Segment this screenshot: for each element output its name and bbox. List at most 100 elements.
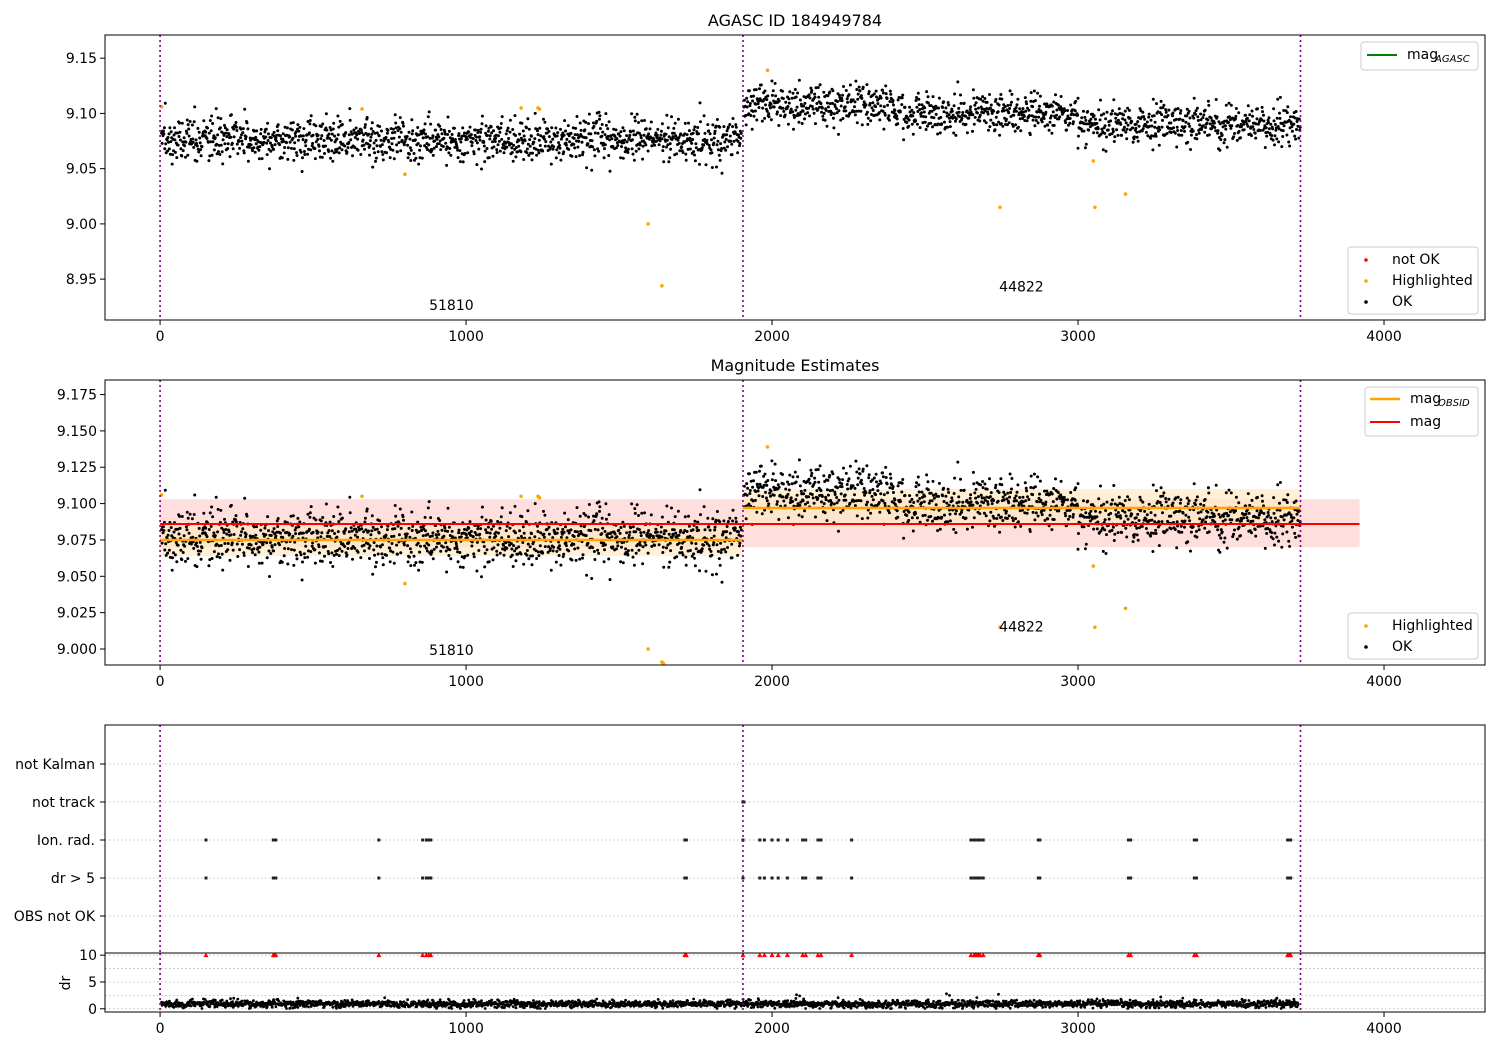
ok-point — [1123, 499, 1127, 502]
ok-point — [1201, 116, 1205, 120]
ok-point — [883, 504, 887, 508]
ok-point — [828, 489, 832, 493]
ok-point — [706, 516, 710, 520]
ok-point — [414, 561, 418, 565]
ok-point — [1153, 125, 1157, 129]
ok-point — [759, 464, 763, 468]
ok-point — [427, 500, 431, 504]
ok-point — [803, 509, 806, 513]
ok-point — [520, 121, 524, 125]
ok-point — [314, 140, 318, 144]
ok-point — [409, 550, 413, 554]
ok-point — [472, 555, 476, 559]
ok-point — [1295, 128, 1298, 131]
ok-point — [169, 130, 173, 134]
ok-point — [1270, 134, 1274, 137]
ok-point — [175, 560, 179, 564]
ok-point — [622, 524, 626, 528]
ok-point — [620, 145, 623, 149]
ok-point — [409, 159, 413, 162]
ok-point — [1229, 491, 1233, 495]
ok-point — [1160, 125, 1164, 129]
ok-point — [884, 476, 888, 479]
ok-point — [1224, 127, 1228, 131]
ok-point — [1169, 131, 1173, 134]
ok-point — [763, 116, 767, 120]
ok-point — [931, 519, 934, 523]
highlighted-point — [360, 107, 364, 111]
ok-point — [1281, 135, 1285, 138]
ok-point — [1130, 512, 1134, 516]
ok-point — [809, 86, 813, 90]
ok-point — [533, 535, 537, 539]
ok-point — [359, 128, 363, 132]
ok-point — [677, 541, 681, 545]
ok-point — [728, 123, 732, 126]
ok-point — [866, 116, 870, 120]
ok-point — [1246, 124, 1250, 128]
ok-point — [254, 542, 258, 546]
ok-point — [1122, 520, 1126, 524]
ok-point — [777, 99, 781, 103]
ok-point — [763, 472, 767, 476]
ok-point — [1116, 503, 1119, 507]
ok-point — [496, 520, 500, 523]
ok-point — [787, 482, 791, 486]
ok-point — [1102, 502, 1106, 506]
ok-point — [912, 111, 916, 115]
ok-point — [1036, 475, 1040, 479]
ok-point — [329, 156, 332, 160]
ok-point — [1110, 132, 1114, 136]
ok-point — [1157, 520, 1161, 524]
ok-point — [626, 147, 630, 151]
ok-point — [328, 520, 332, 524]
ok-point — [372, 548, 376, 552]
ok-point — [1237, 525, 1241, 529]
ok-point — [994, 98, 998, 101]
ok-point — [343, 545, 347, 548]
ok-point — [1066, 517, 1070, 521]
ok-point — [456, 156, 460, 160]
ok-point — [929, 491, 933, 495]
ok-point — [1122, 113, 1125, 117]
ok-point — [781, 482, 785, 486]
ok-point — [1227, 488, 1231, 492]
ok-point — [234, 514, 238, 518]
ok-point — [593, 558, 597, 561]
ok-point — [965, 131, 969, 135]
ok-point — [484, 124, 488, 128]
ok-point — [559, 137, 563, 141]
ok-point — [648, 536, 651, 540]
panel-1-legend-bottom: not OK Highlighted OK — [1347, 246, 1479, 315]
ok-point — [726, 145, 729, 149]
ok-point — [1234, 495, 1238, 499]
ok-point — [510, 146, 514, 150]
ok-point — [216, 133, 220, 137]
ok-point — [1068, 121, 1072, 125]
ok-point — [993, 486, 997, 490]
ok-point — [562, 530, 566, 534]
ok-point — [798, 484, 802, 488]
ok-point — [803, 101, 807, 105]
ok-point — [390, 142, 394, 146]
ok-point — [581, 553, 585, 557]
ok-point — [1218, 550, 1222, 554]
ok-point — [1110, 112, 1113, 116]
ok-point — [402, 518, 405, 522]
ok-point — [267, 132, 270, 136]
ok-point — [263, 526, 267, 530]
ok-point — [559, 563, 563, 567]
ok-point — [951, 116, 955, 120]
ok-point — [552, 145, 556, 149]
ok-point — [278, 543, 282, 547]
ok-point — [666, 143, 670, 147]
ok-point — [366, 542, 370, 546]
ok-point — [1016, 97, 1020, 101]
ok-point — [1111, 525, 1115, 529]
ok-point — [435, 145, 438, 148]
ok-point — [543, 120, 547, 124]
ok-point — [951, 113, 955, 117]
ok-point — [960, 113, 964, 117]
ok-point — [332, 151, 336, 155]
ok-point — [597, 551, 601, 555]
